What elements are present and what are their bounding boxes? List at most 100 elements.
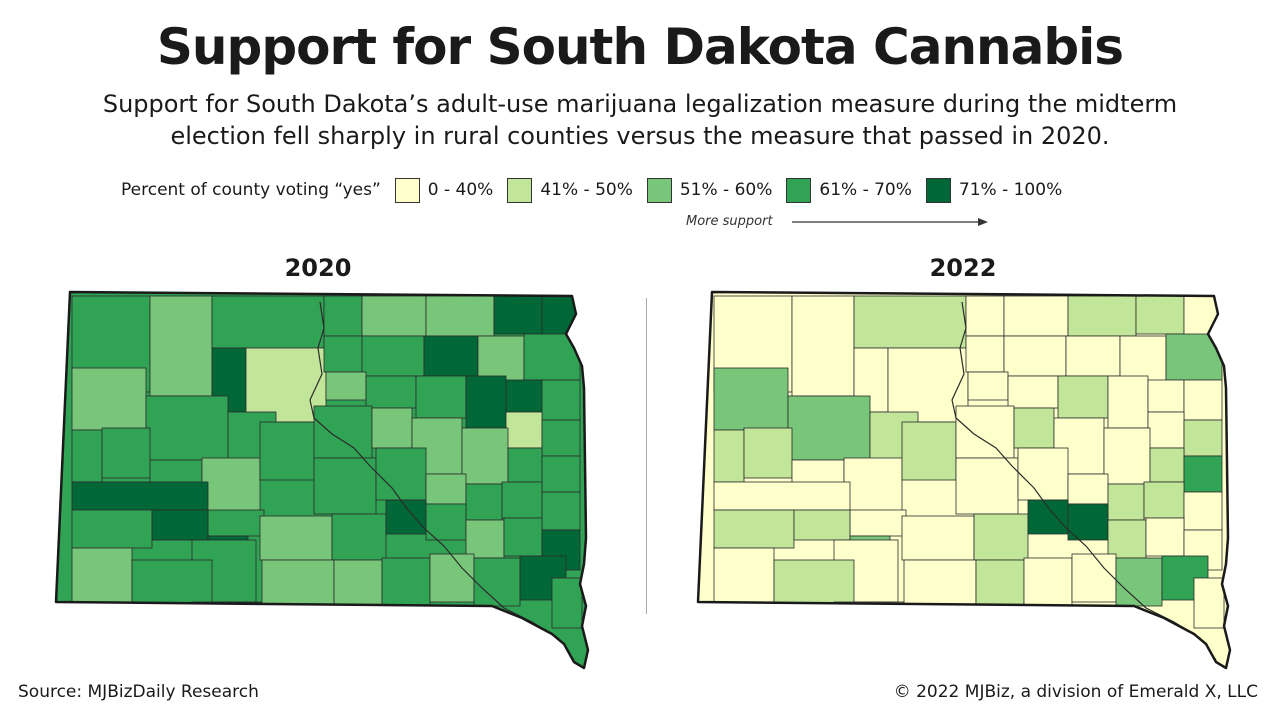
county-42: [1067, 473, 1109, 505]
map-2020-label: 2020: [284, 254, 352, 282]
map-divider: [646, 298, 647, 614]
map-2022: [696, 290, 1232, 670]
state-border: [54, 290, 590, 670]
county-64: [1115, 557, 1163, 607]
county-51: [331, 513, 387, 561]
county-35: [1103, 427, 1151, 485]
legend-swatch-61-70: [786, 177, 812, 203]
legend-item-51-60: 51% - 60%: [646, 177, 773, 203]
county-12: [361, 335, 425, 377]
county-32: [955, 405, 1015, 459]
county-7: [493, 295, 543, 335]
legend-label-0-40: 0 - 40%: [427, 180, 494, 200]
source-note: Source: MJBizDaily Research: [18, 682, 259, 702]
county-53: [1067, 503, 1109, 541]
county-45: [1183, 491, 1223, 531]
county-5: [1003, 295, 1069, 337]
missouri-river: [951, 301, 1217, 661]
county-44: [1143, 481, 1185, 519]
legend-item-71-100: 71% - 100%: [925, 177, 1063, 203]
county-20: [365, 375, 417, 409]
county-59: [191, 601, 263, 645]
county-15: [1165, 333, 1223, 381]
county-17: [787, 395, 871, 461]
county-11: [323, 335, 363, 373]
legend-label-71-100: 71% - 100%: [958, 180, 1063, 200]
legend-swatch-41-50: [507, 177, 533, 203]
county-59: [833, 601, 905, 645]
legend-swatch-0-40: [394, 177, 420, 203]
county-4: [323, 295, 363, 337]
county-27: [1183, 419, 1223, 457]
county-24: [541, 379, 581, 421]
county-52: [385, 499, 427, 535]
county-23: [1147, 379, 1185, 413]
county-39: [375, 447, 427, 501]
legend: Percent of county voting “yes” 0 - 40% 4…: [121, 175, 1076, 205]
county-25: [713, 429, 745, 483]
legend-label-41-50: 41% - 50%: [540, 180, 633, 200]
county-36: [507, 447, 543, 483]
county-53: [425, 503, 467, 541]
county-21: [415, 375, 467, 419]
county-46: [71, 509, 153, 549]
more-support-label: More support: [686, 214, 773, 229]
county-55: [503, 517, 543, 557]
county-40: [71, 481, 209, 511]
county-51: [973, 513, 1029, 561]
map-2020: [54, 290, 590, 670]
county-25: [71, 429, 103, 483]
county-27: [541, 419, 581, 457]
county-2: [149, 295, 213, 397]
county-55: [1145, 517, 1185, 557]
copyright-note: © 2022 MJBiz, a division of Emerald X, L…: [893, 682, 1258, 702]
county-57: [71, 547, 133, 603]
county-19: [325, 371, 367, 401]
county-6: [425, 295, 495, 337]
county-38: [313, 457, 377, 515]
county-39: [1017, 447, 1069, 501]
county-16: [713, 367, 789, 431]
county-4: [965, 295, 1005, 337]
county-24: [1183, 379, 1223, 421]
county-60: [261, 559, 335, 617]
county-30: [201, 457, 261, 515]
county-21: [1057, 375, 1109, 419]
county-61: [975, 559, 1025, 613]
county-12: [1003, 335, 1067, 377]
county-62: [381, 557, 431, 609]
county-64: [473, 557, 521, 607]
county-3: [211, 295, 325, 349]
county-44: [501, 481, 543, 519]
county-35: [461, 427, 509, 485]
legend-swatch-71-100: [925, 177, 951, 203]
county-26: [1147, 411, 1185, 449]
county-40: [713, 481, 851, 511]
legend-swatch-51-60: [646, 177, 672, 203]
legend-label-61-70: 61% - 70%: [819, 180, 912, 200]
county-37: [541, 455, 581, 493]
county-13: [1065, 335, 1121, 377]
subtitle-line-2: election fell sharply in rural counties …: [170, 122, 1110, 150]
county-30: [843, 457, 903, 515]
county-36: [1149, 447, 1185, 483]
county-33: [371, 407, 413, 449]
county-46: [713, 509, 795, 549]
county-47: [793, 509, 851, 541]
subtitle-line-1: Support for South Dakota’s adult-use mar…: [102, 90, 1178, 118]
county-28: [101, 427, 151, 479]
county-41: [207, 509, 265, 537]
county-2: [791, 295, 855, 397]
county-26: [505, 411, 543, 449]
legend-item-41-50: 41% - 50%: [507, 177, 633, 203]
legend-title: Percent of county voting “yes”: [121, 180, 381, 200]
county-7: [1135, 295, 1185, 335]
legend-label-51-60: 51% - 60%: [679, 180, 773, 200]
county-32: [313, 405, 373, 459]
county-5: [361, 295, 427, 337]
county-16: [71, 367, 147, 431]
county-50: [901, 515, 975, 561]
county-47: [151, 509, 209, 541]
county-63: [1071, 553, 1117, 603]
county-66: [551, 577, 583, 629]
